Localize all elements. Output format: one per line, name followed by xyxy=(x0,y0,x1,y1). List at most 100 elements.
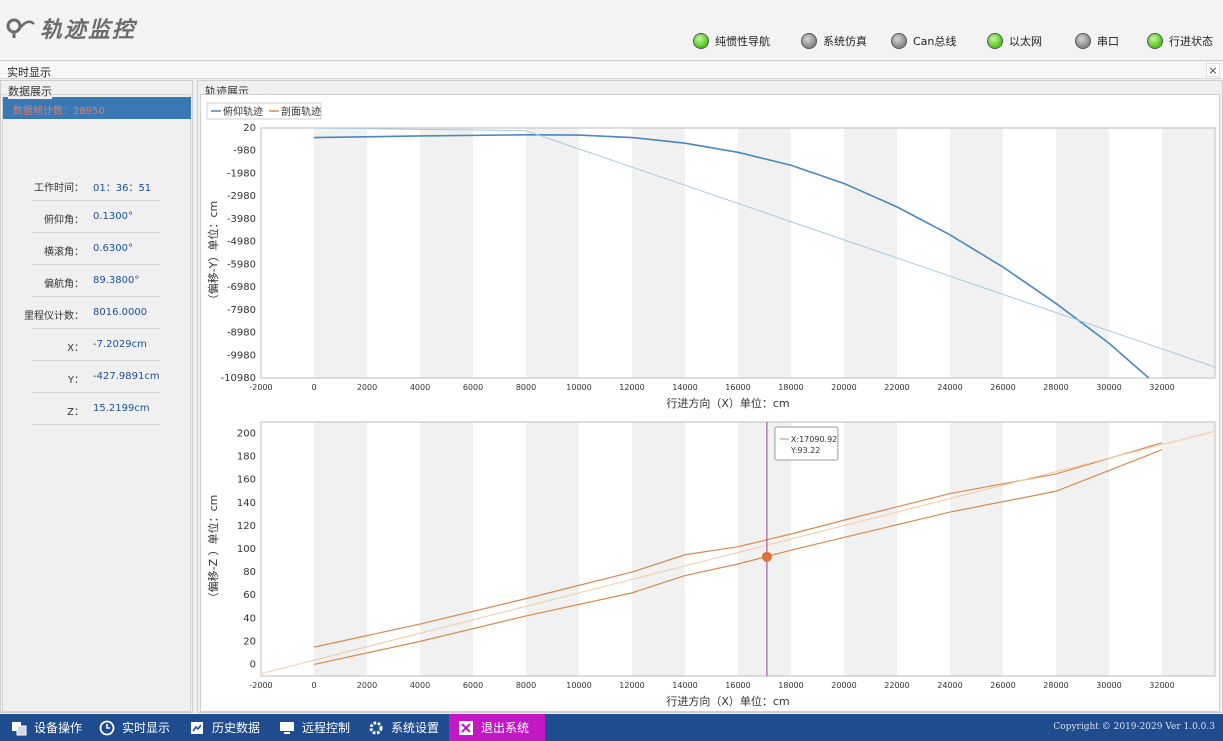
taskbar-item[interactable]: 系统设置 xyxy=(367,714,439,741)
y-tick-label: -1980 xyxy=(227,168,256,179)
data-row-value: 8016.0000 xyxy=(93,307,148,318)
data-row-value: -7.2029cm xyxy=(93,339,147,350)
x-tick-label: 6000 xyxy=(463,383,483,392)
data-row-value: 0.1300° xyxy=(93,211,133,222)
taskbar-label: 实时显示 xyxy=(122,721,171,735)
tab-realtime[interactable]: 实时显示 xyxy=(7,66,51,79)
status-item: 以太网 xyxy=(987,33,1067,49)
status-item: Can总线 xyxy=(891,33,979,49)
x-tick-label: 12000 xyxy=(619,681,644,690)
y-tick-label: -7980 xyxy=(227,305,256,316)
status-label: 行进状态 xyxy=(1169,35,1213,48)
band xyxy=(314,128,367,378)
band xyxy=(526,128,579,378)
app-header: 轨迹监控 纯惯性导航 系统仿真 Can总线 以太网 串口 行进状态 xyxy=(0,0,1223,61)
series-line xyxy=(313,134,1150,379)
data-panel-box: 数据帧计数：28950 工作时间： 01：36：51 俯仰角： 0.1300° 横滚角：… xyxy=(2,94,191,712)
y-tick-label: -9980 xyxy=(227,350,256,361)
taskbar-item[interactable]: 退出系统 xyxy=(449,714,546,741)
y-tick-label: -3980 xyxy=(227,214,256,225)
data-row-label: 横滚角： xyxy=(44,247,84,258)
tooltip-x: X:17090.92 xyxy=(791,435,837,444)
y-tick-label: 140 xyxy=(237,498,256,509)
close-icon[interactable]: × xyxy=(1206,63,1220,77)
x-tick-label: 18000 xyxy=(778,383,803,392)
data-row-value: 15.2199cm xyxy=(93,403,150,414)
x-tick-label: 30000 xyxy=(1096,681,1121,690)
series-line xyxy=(313,127,1216,368)
taskbar-label: 历史数据 xyxy=(212,721,261,735)
status-label: 系统仿真 xyxy=(823,35,867,48)
data-row-label: Z： xyxy=(67,407,84,418)
taskbar-label: 设备操作 xyxy=(34,721,83,735)
data-row-label: Y： xyxy=(67,375,84,386)
data-panel-title: 数据展示 xyxy=(8,83,52,99)
x-tick-label: 20000 xyxy=(831,383,856,392)
status-item: 行进状态 xyxy=(1147,33,1223,49)
band xyxy=(526,422,579,676)
x-tick-label: 2000 xyxy=(357,681,377,690)
x-tick-label: 24000 xyxy=(937,383,962,392)
cursor-point xyxy=(761,551,772,562)
y-tick-label: 180 xyxy=(237,452,256,463)
taskbar-item[interactable]: 设备操作 xyxy=(10,714,82,741)
x-tick-label: 4000 xyxy=(410,383,430,392)
band xyxy=(950,128,1003,378)
app-logo: 轨迹监控 xyxy=(6,12,136,44)
band xyxy=(632,422,685,676)
band xyxy=(420,422,473,676)
x-tick-label: 14000 xyxy=(672,383,697,392)
status-indicators: 纯惯性导航 系统仿真 Can总线 以太网 串口 行进状态 xyxy=(685,33,1223,49)
taskbar-item[interactable]: 历史数据 xyxy=(188,714,260,741)
status-label: 串口 xyxy=(1097,35,1119,48)
y-tick-label: 120 xyxy=(237,521,256,532)
taskbar-label: 远程控制 xyxy=(302,721,351,735)
x-tick-label: 22000 xyxy=(884,383,909,392)
y-tick-label: -4980 xyxy=(227,237,256,248)
band xyxy=(950,422,1003,676)
y-tick-label: 160 xyxy=(237,475,256,486)
y-tick-label: 60 xyxy=(243,590,256,601)
x-tick-label: 20000 xyxy=(831,681,856,690)
band xyxy=(314,422,367,676)
y-tick-label: -6980 xyxy=(227,282,256,293)
x-tick-label: 4000 xyxy=(410,681,430,690)
copyright-text: Copyright © 2019-2029 Ver 1.0.0.3 xyxy=(1053,722,1215,732)
y-tick-label: 200 xyxy=(237,429,256,440)
x-tick-label: 6000 xyxy=(463,681,483,690)
legend xyxy=(206,102,322,120)
charts-area: -2000 0 2000 4000 6000 8000 10000 12000 14000 160… xyxy=(200,94,1220,712)
gear-icon xyxy=(367,719,385,737)
status-lamp-icon xyxy=(801,33,817,49)
status-item: 系统仿真 xyxy=(801,33,883,49)
x-tick-label: 0 xyxy=(311,681,316,690)
x-tick-label: 22000 xyxy=(884,681,909,690)
band xyxy=(1162,128,1215,378)
x-tick-label: 8000 xyxy=(516,383,536,392)
band xyxy=(738,422,791,676)
y-tick-label: 0 xyxy=(250,659,256,670)
taskbar-item[interactable]: 实时显示 xyxy=(98,714,170,741)
status-label: Can总线 xyxy=(913,35,957,48)
data-row: 横滚角： 0.6300° xyxy=(31,233,161,265)
x-tick-label: -2000 xyxy=(249,681,272,690)
data-row: X： -7.2029cm xyxy=(31,329,161,361)
x-tick-label: 16000 xyxy=(725,681,750,690)
y-axis-label: （偏移-Z ）单位：cm xyxy=(206,495,220,604)
x-tick-label: 28000 xyxy=(1043,681,1068,690)
data-row: 偏航角： 89.3800° xyxy=(31,265,161,297)
y-tick-label: 20 xyxy=(243,636,256,647)
status-item: 纯惯性导航 xyxy=(693,33,793,49)
data-row-label: X： xyxy=(67,343,84,354)
data-row-value: -427.9891cm xyxy=(93,371,160,382)
data-row-label: 工作时间： xyxy=(34,183,84,194)
data-row-value: 01：36：51 xyxy=(93,183,152,194)
y-tick-label: 100 xyxy=(237,544,256,555)
x-tick-label: 32000 xyxy=(1149,383,1174,392)
band xyxy=(844,422,897,676)
plot-frame xyxy=(260,421,1216,677)
remote-icon xyxy=(278,719,296,737)
taskbar-item[interactable]: 远程控制 xyxy=(278,714,350,741)
data-row-value: 0.6300° xyxy=(93,243,133,254)
